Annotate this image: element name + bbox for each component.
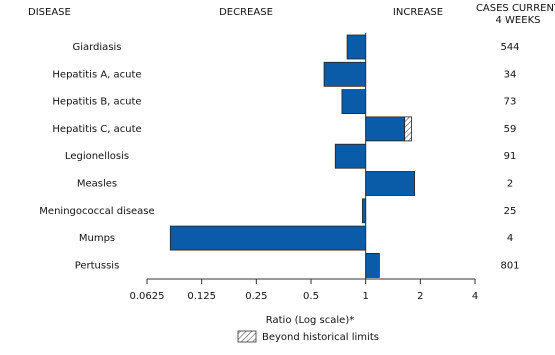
legend-label: Beyond historical limits — [262, 332, 379, 343]
bar — [365, 116, 406, 142]
header-increase: INCREASE — [393, 7, 443, 18]
x-tick-label: 4 — [472, 291, 478, 302]
x-tick-label: 2 — [417, 291, 423, 302]
x-tick-label: 1 — [362, 291, 368, 302]
cases-value: 4 — [507, 233, 513, 244]
cases-value: 544 — [500, 42, 519, 53]
category-label: Hepatitis A, acute — [52, 69, 141, 80]
category-label: Measles — [77, 179, 117, 190]
header-disease: DISEASE — [28, 7, 71, 18]
cases-value: 34 — [504, 69, 517, 80]
cases-value: 91 — [504, 151, 517, 162]
x-tick-label: 0.25 — [245, 291, 267, 302]
category-label: Meningococcal disease — [39, 206, 154, 217]
category-label: Giardiasis — [72, 42, 121, 53]
legend-swatch — [237, 330, 257, 343]
bar — [365, 171, 416, 196]
bar — [334, 143, 367, 169]
bar — [346, 34, 367, 60]
cases-value: 801 — [500, 260, 519, 271]
cases-value: 25 — [504, 206, 517, 217]
header-cases: CASES CURRENT — [476, 3, 555, 14]
header-cases: 4 WEEKS — [496, 15, 541, 26]
bar — [323, 61, 367, 87]
category-label: Hepatitis B, acute — [52, 97, 141, 108]
category-label: Legionellosis — [65, 151, 129, 162]
x-axis-label: Ratio (Log scale)* — [266, 315, 354, 326]
bar — [169, 225, 367, 251]
cases-value: 59 — [504, 124, 517, 135]
bar — [365, 252, 380, 278]
bar-beyond-limits — [404, 116, 412, 142]
x-tick-label: 0.125 — [187, 291, 216, 302]
category-label: Pertussis — [75, 260, 120, 271]
cases-value: 73 — [504, 97, 517, 108]
x-tick-label: 0.5 — [303, 291, 319, 302]
header-decrease: DECREASE — [219, 7, 273, 18]
bar — [341, 89, 367, 114]
category-label: Hepatitis C, acute — [52, 124, 141, 135]
x-tick-label: 0.0625 — [130, 291, 165, 302]
cases-value: 2 — [507, 179, 513, 190]
category-label: Mumps — [79, 233, 115, 244]
